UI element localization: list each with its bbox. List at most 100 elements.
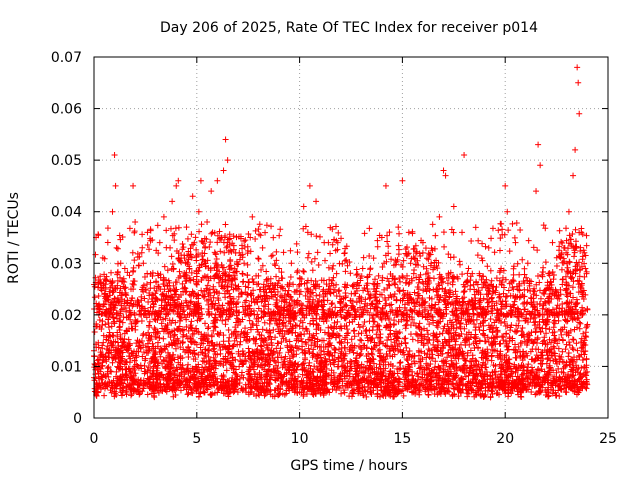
data-point-cloud	[338, 390, 345, 397]
data-point-cloud	[105, 324, 112, 331]
data-point-cloud	[329, 300, 336, 307]
data-point-cloud	[559, 336, 566, 343]
data-point-cloud	[397, 359, 404, 366]
data-point-cloud	[250, 287, 257, 294]
data-point-cloud	[220, 338, 227, 345]
data-point-cloud	[195, 393, 202, 400]
data-point-cloud	[207, 239, 214, 246]
data-point-cloud	[582, 252, 589, 259]
data-point-cloud	[272, 334, 279, 341]
data-point-cloud	[195, 351, 202, 358]
data-point-cloud	[348, 336, 355, 343]
data-point-cloud	[161, 299, 168, 306]
data-point-cloud	[549, 269, 556, 276]
data-point-cloud	[108, 323, 115, 330]
data-point-cloud	[349, 298, 356, 305]
data-point-cloud	[237, 338, 244, 345]
data-point-cloud	[210, 327, 217, 334]
data-point-cloud	[556, 393, 563, 400]
data-point-cloud	[444, 280, 451, 287]
data-point-cloud	[494, 390, 501, 397]
data-point-cloud	[215, 297, 222, 304]
data-point-cloud	[147, 279, 154, 286]
data-point-cloud	[556, 227, 563, 234]
data-point-cloud	[116, 323, 123, 330]
data-point-cloud	[353, 272, 360, 279]
data-point-cloud	[402, 339, 409, 346]
data-point-cloud	[350, 328, 357, 335]
data-point-cloud	[158, 320, 165, 327]
data-point-cloud	[355, 321, 362, 328]
data-point-cloud	[322, 361, 329, 368]
data-point-cloud	[133, 340, 140, 347]
data-point-cloud	[361, 318, 368, 325]
data-point-cloud	[580, 371, 587, 378]
data-point-cloud	[389, 363, 396, 370]
data-point-cloud	[434, 337, 441, 344]
data-point-cloud	[248, 326, 255, 333]
data-point-cloud	[239, 245, 246, 252]
data-point-cloud	[344, 339, 351, 346]
data-point-cloud	[232, 282, 239, 289]
data-point-cloud	[341, 323, 348, 330]
data-point-cloud	[449, 281, 456, 288]
data-point-cloud	[463, 278, 470, 285]
data-point-cloud	[500, 284, 507, 291]
data-point-cloud	[515, 314, 522, 321]
data-point-cloud	[192, 234, 199, 241]
data-point-cloud	[141, 362, 148, 369]
data-point-cloud	[127, 316, 134, 323]
data-point-cloud	[199, 238, 206, 245]
data-point-cloud	[371, 281, 378, 288]
data-point-cloud	[226, 334, 233, 341]
data-point-cloud	[516, 317, 523, 324]
data-point-cloud	[536, 279, 543, 286]
data-point-cloud	[275, 277, 282, 284]
data-point-cloud	[556, 247, 563, 254]
data-point-cloud	[580, 357, 587, 364]
data-point-cloud	[391, 339, 398, 346]
data-point-cloud	[362, 328, 369, 335]
data-point-cloud	[164, 282, 171, 289]
data-point-cloud	[101, 392, 108, 399]
data-point-cloud	[353, 266, 360, 273]
data-point-cloud	[424, 340, 431, 347]
data-point-cloud	[306, 359, 313, 366]
data-point-cloud	[353, 299, 360, 306]
data-point-cloud	[270, 326, 277, 333]
data-point-cloud	[229, 374, 236, 381]
data-point-cloud	[307, 320, 314, 327]
data-point-cloud	[488, 277, 495, 284]
data-point-cloud	[120, 314, 127, 321]
data-point-cloud	[225, 327, 232, 334]
data-point-cloud	[105, 364, 112, 371]
data-point-cloud	[356, 324, 363, 331]
data-point-cloud	[570, 346, 577, 353]
data-point-cloud	[513, 329, 520, 336]
data-point-cloud	[569, 336, 576, 343]
data-point-cloud	[474, 344, 481, 351]
data-point-cloud	[550, 324, 557, 331]
data-point-cloud	[278, 338, 285, 345]
data-point-cloud	[230, 233, 237, 240]
data-point-cloud	[463, 305, 470, 312]
data-point-cloud	[502, 322, 509, 329]
data-point-cloud	[472, 326, 479, 333]
data-point-cloud	[404, 317, 411, 324]
data-point-cloud	[249, 276, 256, 283]
data-point-cloud	[426, 321, 433, 328]
data-point-cloud	[212, 324, 219, 331]
data-point-cloud	[211, 323, 218, 330]
data-point-cloud	[444, 321, 451, 328]
data-point-cloud	[253, 315, 260, 322]
data-point-cloud	[266, 333, 273, 340]
data-point-cloud	[582, 329, 589, 336]
data-point-cloud	[294, 269, 301, 276]
data-point-cloud	[576, 325, 583, 332]
data-point-cloud	[569, 284, 576, 291]
data-point-cloud	[425, 346, 432, 353]
data-point-cloud	[396, 288, 403, 295]
data-point-cloud	[337, 339, 344, 346]
data-point-cloud	[171, 356, 178, 363]
